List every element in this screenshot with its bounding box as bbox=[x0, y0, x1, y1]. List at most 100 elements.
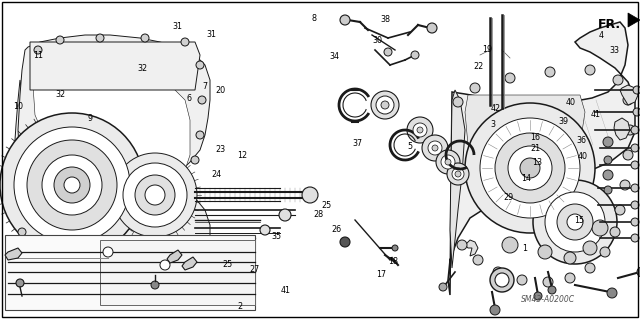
Circle shape bbox=[151, 281, 159, 289]
Bar bbox=[100, 240, 255, 305]
Circle shape bbox=[623, 150, 633, 160]
Circle shape bbox=[604, 156, 612, 164]
Polygon shape bbox=[30, 42, 200, 90]
Text: 22: 22 bbox=[474, 63, 484, 71]
Circle shape bbox=[106, 256, 114, 264]
Circle shape bbox=[505, 73, 515, 83]
Text: 37: 37 bbox=[352, 139, 362, 148]
Text: 33: 33 bbox=[609, 46, 620, 55]
Circle shape bbox=[631, 161, 639, 169]
Circle shape bbox=[538, 245, 552, 259]
Circle shape bbox=[508, 146, 552, 190]
Circle shape bbox=[27, 140, 117, 230]
Text: 27: 27 bbox=[249, 265, 259, 274]
Circle shape bbox=[381, 101, 389, 109]
Circle shape bbox=[141, 34, 149, 42]
Text: 4: 4 bbox=[599, 31, 604, 40]
Circle shape bbox=[436, 150, 460, 174]
Circle shape bbox=[36, 244, 44, 252]
Circle shape bbox=[68, 254, 76, 262]
Text: 12: 12 bbox=[237, 151, 247, 160]
Circle shape bbox=[633, 86, 640, 94]
Circle shape bbox=[637, 267, 640, 277]
Circle shape bbox=[625, 125, 635, 135]
Circle shape bbox=[0, 113, 144, 257]
Text: 31: 31 bbox=[173, 22, 183, 31]
Circle shape bbox=[623, 95, 633, 105]
Circle shape bbox=[603, 170, 613, 180]
Circle shape bbox=[631, 144, 639, 152]
Circle shape bbox=[493, 267, 503, 277]
Circle shape bbox=[495, 133, 565, 203]
Circle shape bbox=[384, 48, 392, 56]
Circle shape bbox=[457, 240, 467, 250]
Text: 7: 7 bbox=[202, 82, 207, 91]
Circle shape bbox=[615, 205, 625, 215]
Text: 41: 41 bbox=[590, 110, 600, 119]
Circle shape bbox=[340, 15, 350, 25]
Circle shape bbox=[495, 273, 509, 287]
Polygon shape bbox=[628, 13, 640, 27]
Circle shape bbox=[56, 36, 64, 44]
Circle shape bbox=[603, 137, 613, 147]
Circle shape bbox=[103, 247, 113, 257]
Circle shape bbox=[196, 131, 204, 139]
Circle shape bbox=[502, 237, 518, 253]
Circle shape bbox=[470, 83, 480, 93]
Polygon shape bbox=[614, 118, 630, 140]
Circle shape bbox=[613, 75, 623, 85]
Polygon shape bbox=[5, 248, 22, 260]
Polygon shape bbox=[620, 85, 638, 105]
Circle shape bbox=[548, 286, 556, 294]
Circle shape bbox=[565, 273, 575, 283]
Text: 9: 9 bbox=[87, 114, 92, 122]
Polygon shape bbox=[182, 257, 197, 270]
Circle shape bbox=[453, 97, 463, 107]
Circle shape bbox=[64, 177, 80, 193]
Text: 19: 19 bbox=[483, 45, 493, 54]
Text: 30: 30 bbox=[372, 36, 383, 45]
Text: 42: 42 bbox=[491, 104, 501, 113]
Circle shape bbox=[371, 91, 399, 119]
Text: 25: 25 bbox=[222, 260, 232, 269]
Text: 23: 23 bbox=[216, 145, 226, 154]
Circle shape bbox=[631, 234, 639, 242]
Circle shape bbox=[585, 65, 595, 75]
Polygon shape bbox=[465, 95, 585, 145]
Text: 1: 1 bbox=[522, 244, 527, 253]
Circle shape bbox=[533, 180, 617, 264]
Text: 16: 16 bbox=[530, 133, 540, 142]
Circle shape bbox=[411, 51, 419, 59]
Circle shape bbox=[567, 214, 583, 230]
Circle shape bbox=[441, 155, 455, 169]
Circle shape bbox=[607, 288, 617, 298]
Circle shape bbox=[340, 237, 350, 247]
Circle shape bbox=[196, 61, 204, 69]
Circle shape bbox=[447, 163, 469, 185]
Circle shape bbox=[427, 23, 437, 33]
Circle shape bbox=[160, 260, 170, 270]
Text: 41: 41 bbox=[281, 286, 291, 295]
Circle shape bbox=[191, 246, 199, 254]
Circle shape bbox=[432, 145, 438, 151]
Polygon shape bbox=[167, 250, 182, 263]
Circle shape bbox=[631, 218, 639, 226]
Circle shape bbox=[633, 108, 640, 116]
Polygon shape bbox=[14, 80, 120, 262]
Text: 24: 24 bbox=[211, 170, 221, 179]
Circle shape bbox=[54, 167, 90, 203]
Text: 2: 2 bbox=[237, 302, 243, 311]
Text: 11: 11 bbox=[33, 51, 44, 60]
Circle shape bbox=[413, 123, 427, 137]
Text: 38: 38 bbox=[380, 15, 390, 24]
Bar bbox=[5, 235, 255, 310]
Circle shape bbox=[583, 241, 597, 255]
Circle shape bbox=[545, 192, 605, 252]
Circle shape bbox=[534, 292, 542, 300]
Text: 20: 20 bbox=[216, 86, 226, 95]
Circle shape bbox=[631, 201, 639, 209]
Circle shape bbox=[557, 204, 593, 240]
Circle shape bbox=[151, 258, 159, 266]
Polygon shape bbox=[33, 57, 190, 172]
Circle shape bbox=[422, 135, 448, 161]
